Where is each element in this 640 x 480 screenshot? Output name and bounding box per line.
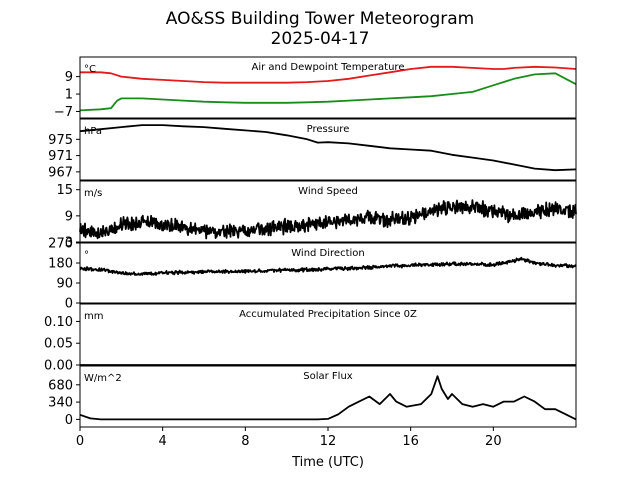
x-tick-label: 0 [76,434,84,449]
x-tick-label: 4 [159,434,167,449]
panel-frame [79,118,577,181]
panel-title: Accumulated Precipitation Since 0Z [239,309,417,320]
panel-unit: hPa [84,126,102,137]
y-tick-label: 9 [65,70,73,85]
y-tick-label: −7 [54,105,73,120]
series-line [79,256,577,276]
y-tick-label: 180 [48,257,73,272]
panel-frame [79,56,577,119]
panel-4: Accumulated Precipitation Since 0Z mm 0.00… [44,303,577,374]
panel-title: Solar Flux [303,371,353,382]
panels: Air and Dewpoint Temperature °C −7 1 9 Pressu… [44,56,577,428]
panel-title: Air and Dewpoint Temperature [252,62,405,73]
y-tick-label: 0.00 [44,359,73,374]
y-tick-label: 0 [65,297,73,312]
panel-unit: m/s [84,188,102,199]
panel-title: Wind Direction [291,248,365,259]
series-line [79,72,577,112]
series-line [80,65,577,84]
y-tick-label: 975 [48,133,73,148]
panel-frame [79,303,577,366]
y-tick-label: 270 [48,237,73,252]
panel-title: Pressure [307,124,350,135]
series-line [79,199,577,240]
panel-5: Solar Flux W/m^2 0 340 680 [48,365,577,428]
panel-frame [79,242,577,304]
x-tick-label: 12 [320,434,337,449]
x-axis-label: Time (UTC) [291,455,364,470]
x-tick-label: 8 [241,434,249,449]
x-axis: 0 4 8 12 16 20 [76,427,502,449]
panel-frame [79,180,577,243]
y-tick-label: 967 [48,165,73,180]
y-tick-label: 971 [48,149,73,164]
y-tick-label: 340 [48,396,73,411]
panel-unit: °C [84,64,96,75]
panel-unit: W/m^2 [84,373,122,384]
panel-unit: ° [84,250,89,261]
y-tick-label: 0.05 [44,337,73,352]
panel-unit: mm [84,311,103,322]
y-tick-label: 15 [56,183,73,198]
y-tick-label: 1 [65,88,73,103]
panel-3: Wind Direction ° 0 90 180 270 [48,237,577,312]
panel-2: Wind Speed m/s 3 9 15 [56,180,577,251]
figure-date: 2025-04-17 [271,29,370,49]
y-tick-label: 3 [65,236,73,251]
figure-title: AO&SS Building Tower Meteorogram [166,9,474,29]
series-line [79,124,577,172]
x-tick-label: 20 [485,434,502,449]
y-tick-label: 680 [48,378,73,393]
y-tick-label: 0.10 [44,315,73,330]
series-line [79,375,577,421]
x-tick-label: 16 [402,434,419,449]
y-tick-label: 9 [65,209,73,224]
y-tick-label: 0 [65,413,73,428]
panel-title: Wind Speed [298,186,358,197]
panel-0: Air and Dewpoint Temperature °C −7 1 9 [54,56,577,120]
y-tick-label: 90 [56,277,73,292]
